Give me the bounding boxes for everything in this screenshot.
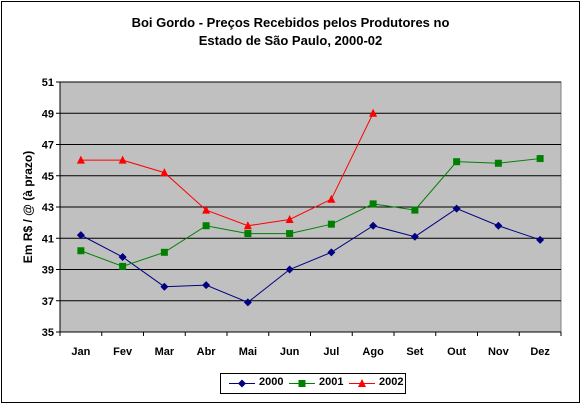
data-point-2002 [285, 215, 294, 223]
legend-swatch-2001 [289, 380, 315, 387]
legend-label: 2000 [259, 376, 284, 388]
data-point-2000 [410, 232, 419, 241]
x-axis-ticks: Jan Fev Mar Abr Mai Jun Jul Ago Set Out Nov Dez [59, 331, 562, 358]
data-point-2000 [452, 204, 461, 213]
x-tick-label: Jun [280, 346, 300, 358]
chart-title-line-2: Estado de São Paulo, 2000-02 [198, 33, 383, 48]
data-point-2002 [76, 155, 85, 164]
legend-item-2000: 2000 [227, 374, 285, 393]
data-point-2000 [243, 298, 252, 307]
x-tick-label: Nov [488, 346, 510, 358]
y-tick-label: 49 [42, 108, 54, 120]
data-point-2000 [494, 221, 503, 230]
data-point-2001 [286, 230, 294, 238]
data-point-2000 [160, 282, 169, 291]
data-point-2001 [160, 248, 168, 256]
y-tick-label: 51 [42, 77, 54, 89]
legend-marker [238, 379, 246, 388]
y-tick-label: 35 [42, 327, 54, 339]
data-point-2001 [369, 200, 377, 208]
x-tick-label: Set [406, 346, 423, 358]
y-tick-label: 39 [42, 265, 54, 277]
legend-swatch-2000 [229, 379, 255, 388]
data-point-2001 [327, 220, 335, 228]
legend-item-2001: 2001 [287, 374, 345, 393]
data-point-2001 [453, 158, 461, 166]
series-layer [76, 108, 545, 307]
data-point-2001 [494, 159, 502, 167]
data-point-2001 [411, 206, 419, 214]
data-point-2002 [118, 155, 127, 164]
data-point-2001 [119, 262, 127, 270]
legend-swatch-2002 [349, 379, 375, 387]
y-tick-label: 43 [42, 202, 54, 214]
legend-marker [358, 379, 366, 387]
chart-title: Boi Gordo - Preços Recebidos pelos Produ… [0, 14, 581, 50]
data-point-2002 [160, 168, 169, 177]
series-2001 [77, 155, 544, 270]
data-point-2000 [536, 235, 545, 244]
data-point-2000 [76, 231, 85, 240]
data-point-2001 [77, 247, 85, 255]
data-point-2000 [285, 265, 294, 274]
series-line-2000 [80, 207, 541, 303]
data-point-2002 [202, 205, 211, 214]
series-2000 [76, 204, 545, 307]
x-tick-label: Jul [323, 346, 339, 358]
y-tick-label: 45 [42, 171, 54, 183]
x-tick-label: Dez [530, 346, 550, 358]
y-axis-ticks: 35 37 39 41 43 45 47 49 51 [42, 77, 61, 339]
data-point-2001 [536, 155, 544, 163]
data-point-2001 [244, 230, 252, 238]
legend: 2000 2001 2002 [220, 373, 406, 394]
series-line-2002 [80, 113, 374, 227]
series-2002 [76, 108, 378, 230]
x-tick-label: Fev [113, 346, 133, 358]
data-point-2002 [243, 221, 252, 230]
data-point-2002 [327, 194, 336, 203]
legend-item-2002: 2002 [347, 374, 405, 393]
y-axis-label: Em R$ / @ (à prazo) [21, 151, 35, 263]
gridlines [60, 81, 561, 302]
data-point-2000 [369, 221, 378, 230]
data-point-2002 [369, 108, 378, 117]
y-tick-label: 41 [42, 233, 54, 245]
chart-title-line-1: Boi Gordo - Preços Recebidos pelos Produ… [131, 15, 450, 30]
x-tick-label: Abr [197, 346, 217, 358]
x-tick-label: Mai [239, 346, 257, 358]
data-point-2001 [202, 222, 210, 230]
series-line-2001 [80, 158, 541, 267]
x-tick-label: Jan [71, 346, 90, 358]
y-tick-label: 47 [42, 140, 54, 152]
data-point-2000 [118, 253, 127, 261]
legend-label: 2001 [319, 376, 344, 388]
legend-marker [298, 380, 306, 387]
y-tick-label: 37 [42, 296, 54, 308]
x-tick-label: Mar [155, 346, 175, 358]
x-tick-label: Out [447, 346, 466, 358]
data-point-2000 [202, 281, 211, 290]
data-point-2000 [327, 248, 336, 257]
x-tick-label: Ago [362, 346, 384, 358]
legend-label: 2002 [379, 376, 404, 388]
